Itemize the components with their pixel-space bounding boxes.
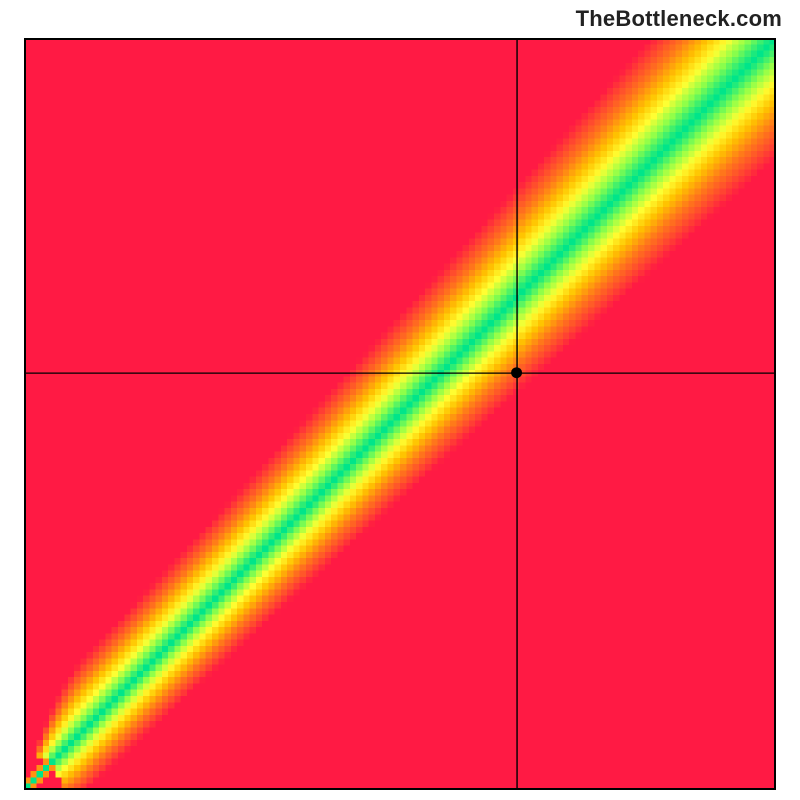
crosshair-overlay: [24, 38, 776, 790]
chart-container: { "watermark": "TheBottleneck.com", "cha…: [0, 0, 800, 800]
watermark-text: TheBottleneck.com: [576, 6, 782, 32]
